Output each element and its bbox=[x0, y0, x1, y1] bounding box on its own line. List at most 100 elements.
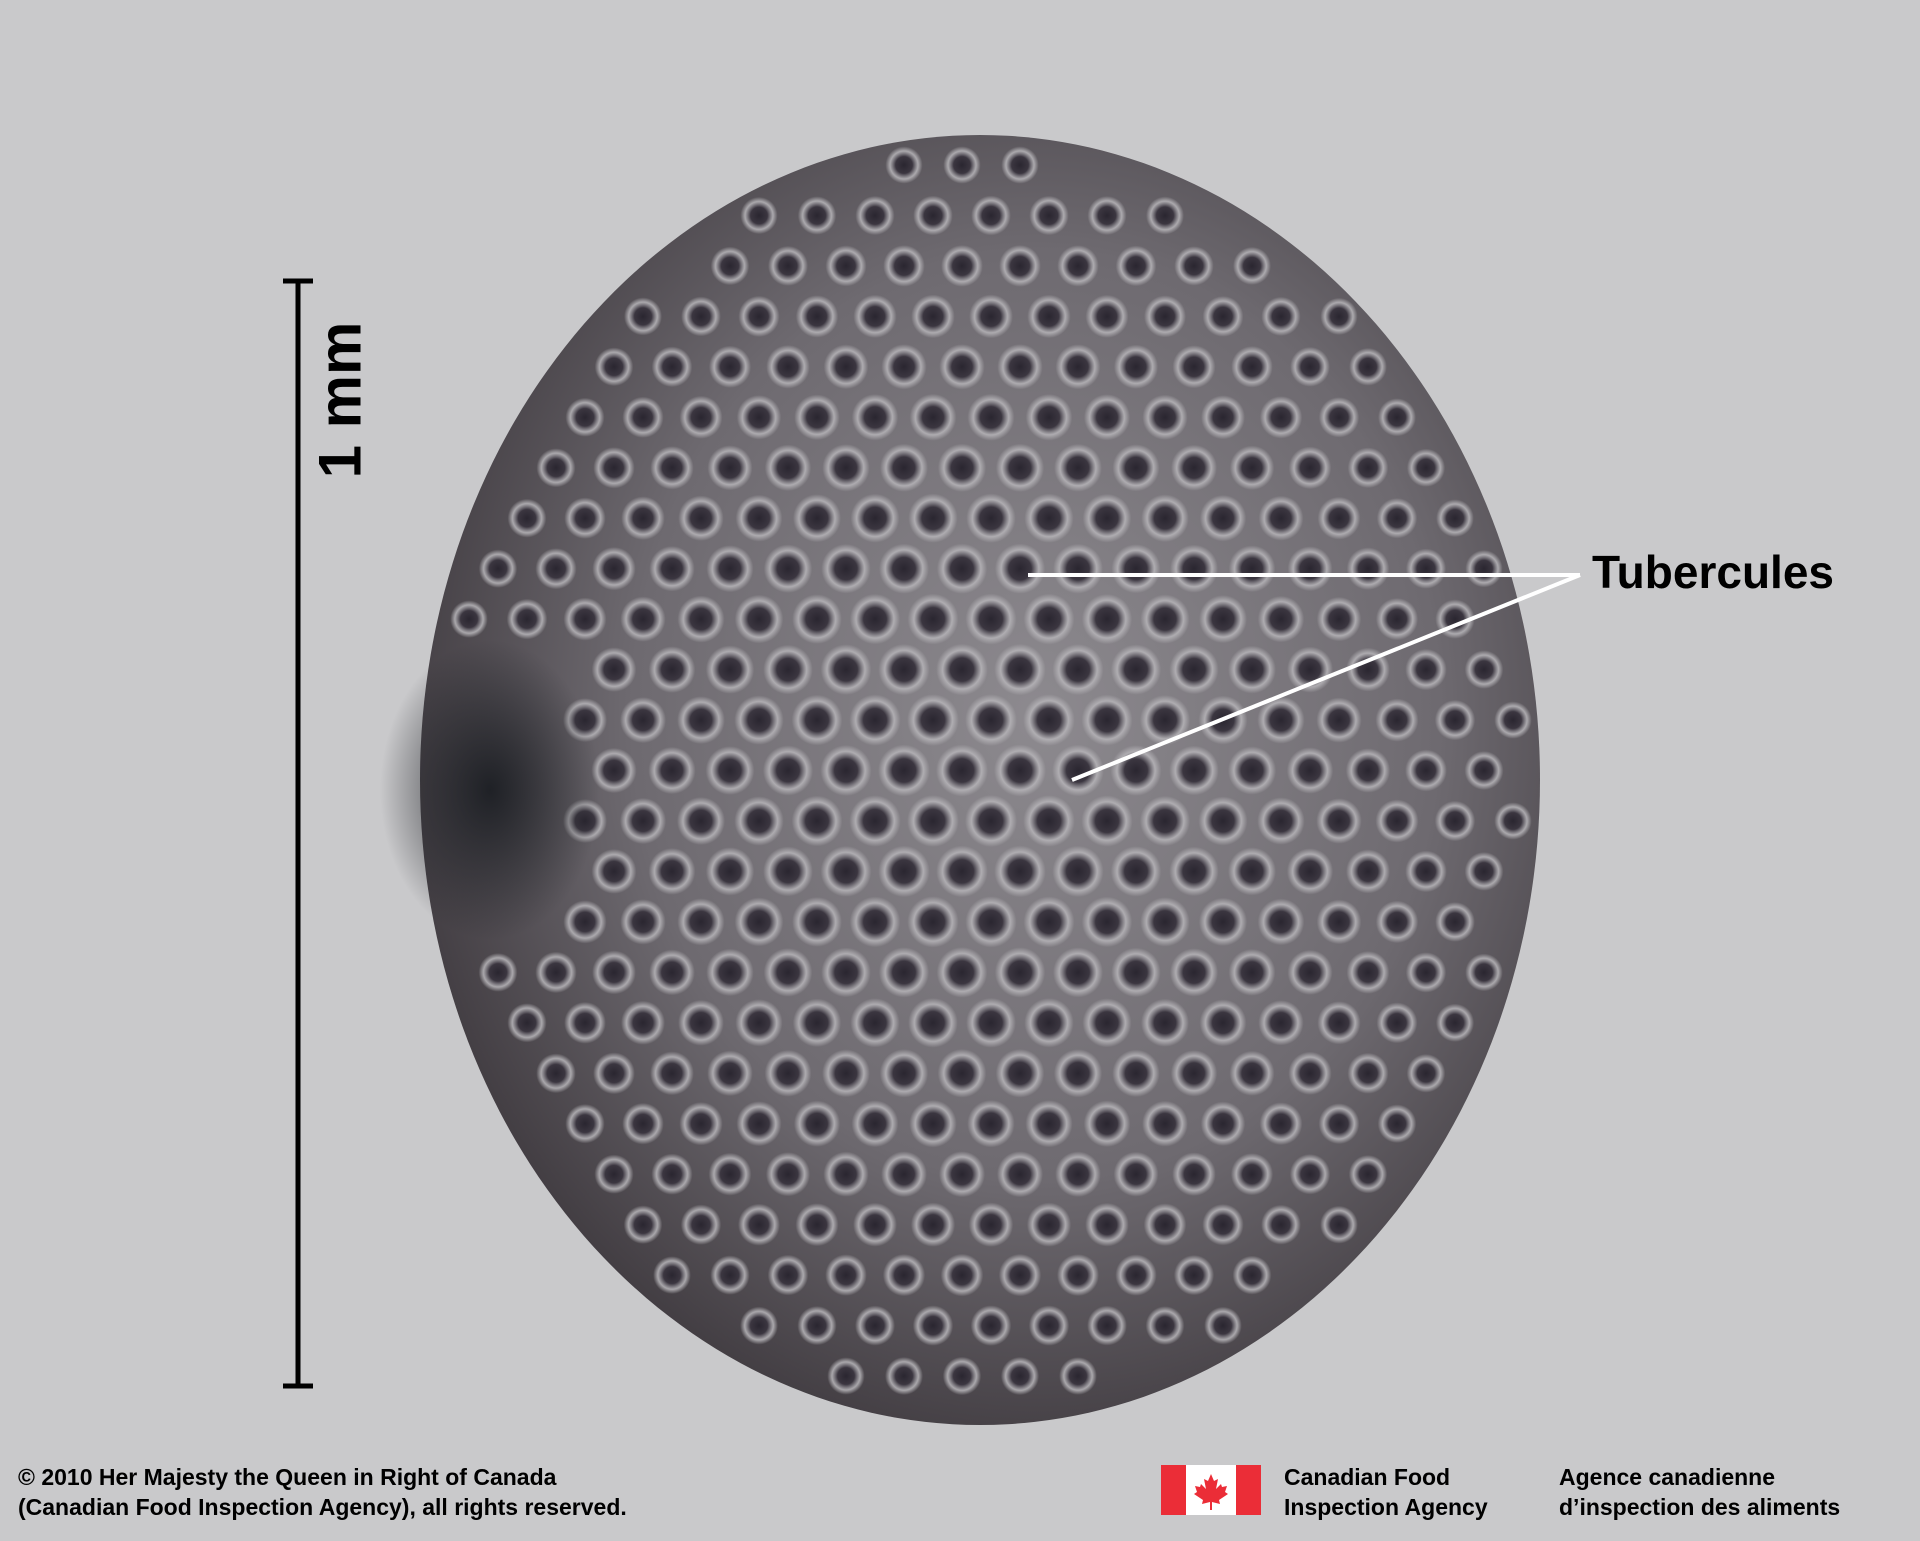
tubercle bbox=[762, 745, 814, 796]
tubercle bbox=[997, 344, 1043, 390]
tubercle bbox=[1112, 1049, 1160, 1098]
tubercle bbox=[1053, 1049, 1103, 1098]
tubercle bbox=[1290, 346, 1330, 387]
tubercle bbox=[1465, 550, 1503, 588]
tubercle bbox=[594, 347, 634, 387]
tubercle bbox=[678, 999, 724, 1046]
tubercle bbox=[734, 695, 784, 745]
callout-label: Tubercules bbox=[1592, 546, 1834, 598]
tubercle bbox=[1054, 443, 1102, 492]
tubercle bbox=[1261, 1204, 1301, 1245]
tubercle bbox=[1405, 648, 1447, 691]
tubercle bbox=[679, 1102, 723, 1146]
tubercle bbox=[707, 1050, 753, 1097]
tubercle bbox=[591, 747, 637, 794]
tubercle bbox=[1174, 246, 1214, 286]
tubercle bbox=[793, 1100, 841, 1147]
tubercle bbox=[1087, 1305, 1127, 1346]
tubercle bbox=[708, 1152, 752, 1196]
tubercle bbox=[1025, 394, 1073, 441]
tubercle bbox=[563, 900, 607, 944]
tubercle bbox=[763, 544, 813, 593]
tubercle bbox=[1227, 746, 1277, 795]
tubercle bbox=[879, 1049, 929, 1098]
tubercle bbox=[763, 846, 813, 897]
tubercle bbox=[1081, 896, 1133, 948]
tubercle bbox=[820, 644, 872, 695]
tubercle bbox=[969, 294, 1013, 339]
copyright-notice: © 2010 Her Majesty the Queen in Right of… bbox=[18, 1462, 627, 1522]
tubercle bbox=[797, 1306, 837, 1346]
tubercle bbox=[1228, 847, 1276, 896]
agency-fr-line-2: d’inspection des aliments bbox=[1559, 1494, 1841, 1520]
tubercle bbox=[593, 447, 635, 489]
tubercle bbox=[1494, 701, 1532, 739]
tubercle bbox=[965, 896, 1017, 948]
tubercle bbox=[994, 543, 1046, 594]
tubercle bbox=[791, 795, 843, 847]
tubercle bbox=[620, 899, 666, 945]
tubercle bbox=[1146, 196, 1184, 235]
copyright-line-1: © 2010 Her Majesty the Queen in Right of… bbox=[18, 1464, 557, 1490]
tubercle bbox=[1229, 445, 1275, 490]
tubercle bbox=[1023, 795, 1075, 847]
tubercle bbox=[536, 448, 576, 488]
tubercle bbox=[680, 1204, 722, 1245]
tubercle bbox=[849, 694, 901, 746]
tubercle bbox=[1375, 598, 1419, 641]
tubercle bbox=[649, 949, 695, 996]
tubercle bbox=[882, 1254, 926, 1297]
tubercle bbox=[710, 1255, 750, 1295]
tubercle bbox=[795, 1203, 839, 1247]
tubercle bbox=[565, 397, 605, 437]
tubercle bbox=[1081, 694, 1133, 746]
tubercle bbox=[1317, 496, 1361, 540]
tubercle bbox=[1405, 548, 1447, 589]
tubercle bbox=[648, 746, 696, 795]
tubercle bbox=[622, 396, 664, 438]
tubercle bbox=[507, 498, 547, 538]
tubercle bbox=[1052, 845, 1104, 898]
tubercle bbox=[1085, 1202, 1129, 1247]
tubercle bbox=[1405, 749, 1447, 792]
tubercle bbox=[907, 795, 959, 847]
tubercle bbox=[1316, 798, 1362, 844]
tubercles-pattern bbox=[450, 146, 1532, 1396]
tubercle bbox=[1199, 595, 1247, 644]
tubercle bbox=[1405, 850, 1447, 893]
agency-en-line-2: Inspection Agency bbox=[1284, 1494, 1488, 1520]
tubercle bbox=[878, 644, 930, 696]
tubercle bbox=[1027, 294, 1071, 339]
tubercle bbox=[1258, 1000, 1304, 1046]
tubercle bbox=[883, 245, 925, 287]
tubercle bbox=[1141, 998, 1189, 1047]
tubercle bbox=[740, 196, 778, 235]
tubercle bbox=[1320, 297, 1358, 335]
tubercle bbox=[1173, 1255, 1215, 1296]
tubercle bbox=[1144, 295, 1186, 338]
tubercle bbox=[1347, 447, 1389, 489]
tubercle bbox=[705, 847, 755, 896]
tubercle bbox=[849, 896, 901, 948]
tubercle bbox=[624, 297, 662, 336]
tubercle bbox=[1406, 448, 1446, 487]
tubercle bbox=[764, 1049, 812, 1097]
tubercle bbox=[825, 245, 867, 287]
tubercle bbox=[763, 948, 813, 997]
tubercle bbox=[939, 344, 985, 390]
tubercle bbox=[965, 795, 1017, 847]
tubercle bbox=[767, 1254, 809, 1296]
tubercle bbox=[825, 1254, 867, 1296]
tubercle bbox=[619, 797, 667, 845]
tubercle bbox=[450, 600, 488, 638]
tubercle bbox=[1464, 852, 1504, 891]
tubercle bbox=[705, 746, 755, 795]
tubercle bbox=[1142, 1100, 1188, 1147]
tubercle bbox=[885, 1357, 923, 1395]
tubercle bbox=[1233, 246, 1271, 285]
tubercle bbox=[909, 393, 957, 441]
tubercle bbox=[1169, 846, 1219, 897]
tubercle bbox=[995, 1049, 1045, 1098]
